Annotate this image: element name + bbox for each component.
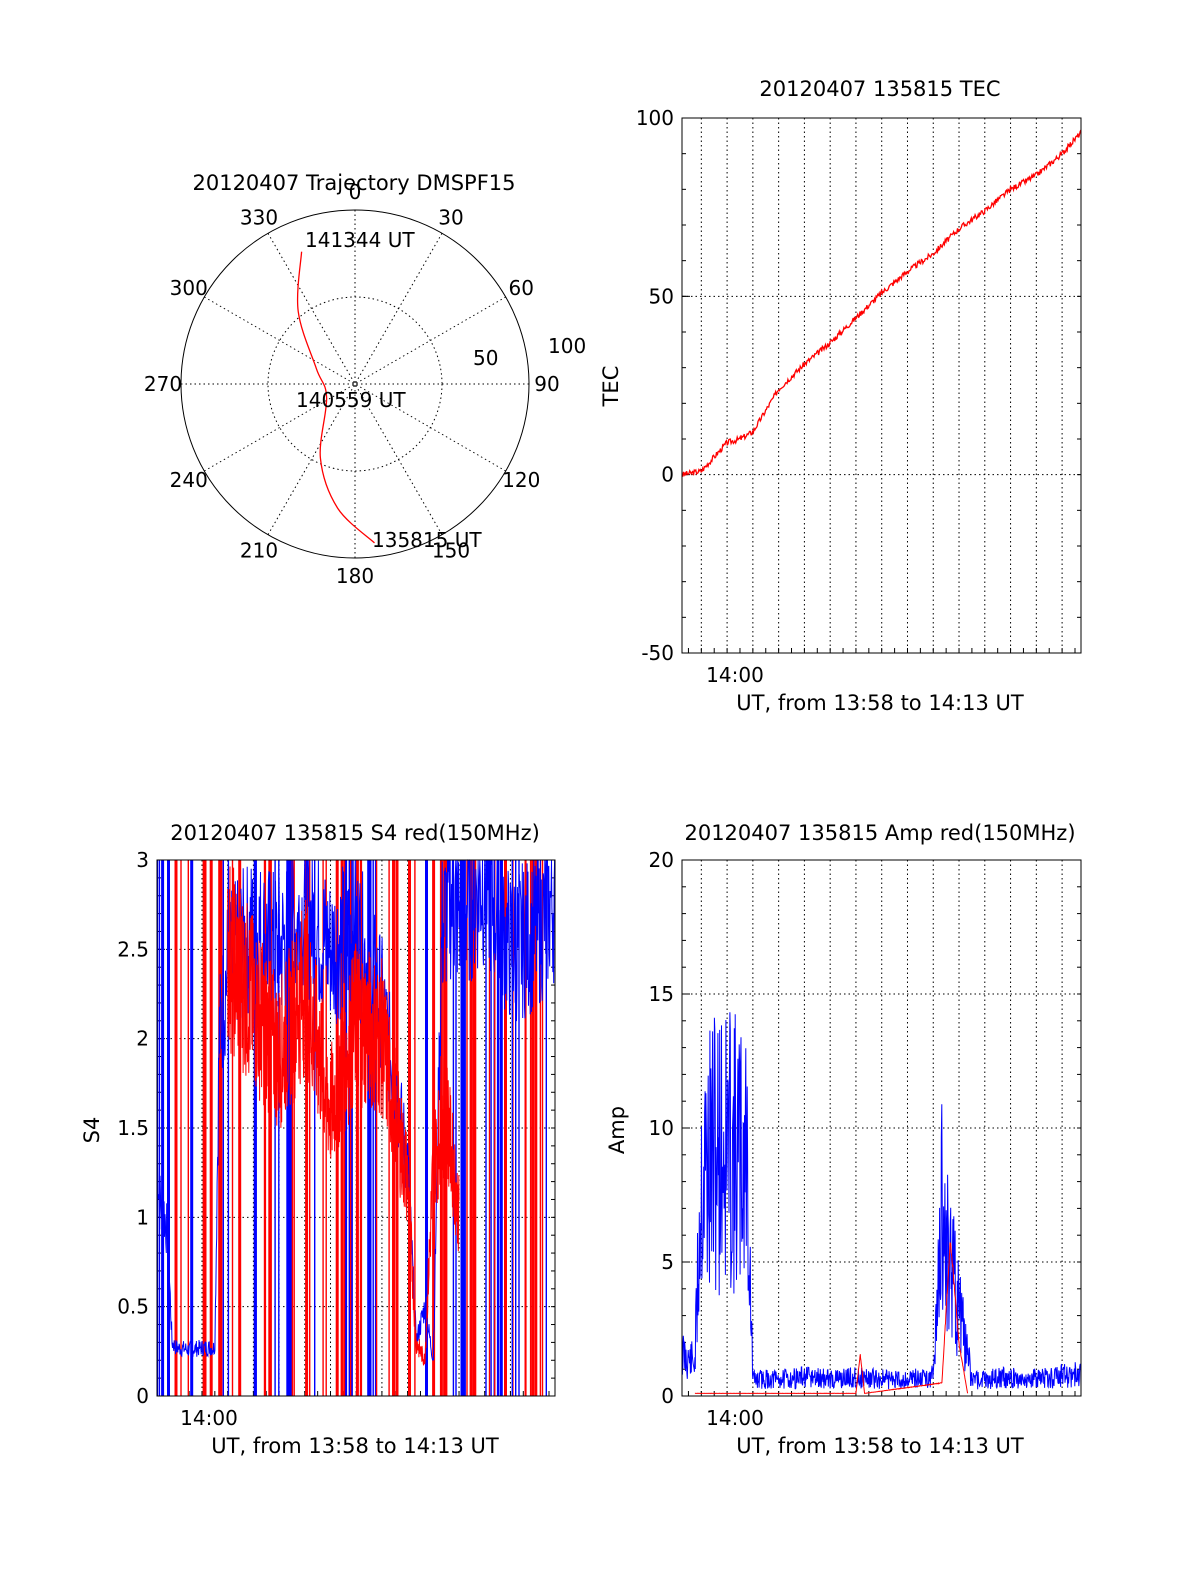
polar-angle-label: 120	[502, 468, 540, 492]
y-tick-label: 1	[136, 1205, 149, 1229]
tec-title: 20120407 135815 TEC	[759, 77, 1000, 101]
y-tick-label: 0.5	[117, 1295, 149, 1319]
polar-angle-label: 150	[432, 538, 470, 562]
amp-y-axis-label: Amp	[605, 1106, 629, 1154]
y-tick-label: 0	[661, 463, 674, 487]
y-tick-label: 15	[649, 982, 674, 1006]
y-tick-label: 3	[136, 848, 149, 872]
series-line	[681, 1012, 1082, 1390]
polar-angle-label: 60	[509, 276, 534, 300]
polar-angle-labels: 0 30 60 90 120 150 180 210 240 270 300 330	[144, 180, 560, 588]
tec-gridlines	[682, 117, 1081, 654]
y-tick-label: 1.5	[117, 1116, 149, 1140]
y-tick-label: 5	[661, 1250, 674, 1274]
s4-x-tick-label: 14:00	[180, 1406, 238, 1430]
s4-title: 20120407 135815 S4 red(150MHz)	[170, 821, 540, 845]
y-tick-label: 10	[649, 1116, 674, 1140]
amp-series	[681, 1012, 1082, 1395]
amp-title: 20120407 135815 Amp red(150MHz)	[684, 821, 1075, 845]
y-tick-label: 50	[649, 284, 674, 308]
trajectory-line	[296, 251, 375, 544]
y-tick-label: 0	[136, 1384, 149, 1408]
tec-y-tick-labels: -50 0 50 100	[636, 106, 674, 665]
polar-spokes	[181, 210, 529, 558]
amp-chart: 20120407 135815 Amp red(150MHz) 0 5 10 15 20…	[605, 821, 1082, 1458]
amp-y-tick-labels: 0 5 10 15 20	[649, 848, 674, 1408]
y-tick-label: 2.5	[117, 937, 149, 961]
polar-angle-label: 0	[349, 180, 362, 204]
polar-radius-label: 50	[473, 346, 498, 370]
s4-y-axis-label: S4	[80, 1117, 104, 1144]
amp-plot-frame	[681, 859, 1082, 1397]
trajectory-end-label: 141344 UT	[305, 228, 415, 252]
y-tick-label: 20	[649, 848, 674, 872]
polar-angle-label: 180	[336, 564, 374, 588]
polar-title: 20120407 Trajectory DMSPF15	[192, 171, 515, 195]
series-line	[681, 129, 1082, 478]
trajectory-mid-label: 140559 UT	[296, 388, 406, 412]
polar-angle-label: 30	[438, 206, 463, 230]
s4-chart: 20120407 135815 S4 red(150MHz) 0 0.5 1 1.5 2…	[80, 821, 556, 1458]
y-tick-label: 2	[136, 1027, 149, 1051]
series-line	[694, 1242, 969, 1395]
polar-outer-ring	[180, 209, 530, 559]
tec-y-axis-label: TEC	[599, 366, 623, 408]
series-line	[227, 866, 460, 1366]
y-tick-label: 100	[636, 106, 674, 130]
amp-x-tick-label: 14:00	[706, 1406, 764, 1430]
trajectory-polar-chart: 20120407 Trajectory DMSPF15 0 30 60 90 120 15…	[144, 171, 586, 588]
y-tick-label: -50	[641, 641, 674, 665]
s4-x-axis-label: UT, from 13:58 to 14:13 UT	[211, 1434, 499, 1458]
s4-y-tick-labels: 0 0.5 1 1.5 2 2.5 3	[117, 848, 149, 1408]
amp-gridlines	[682, 859, 1081, 1397]
tec-x-axis-label: UT, from 13:58 to 14:13 UT	[736, 691, 1024, 715]
tec-series	[681, 129, 1082, 478]
s4-plot-frame	[156, 859, 556, 1397]
polar-angle-label: 300	[170, 276, 208, 300]
y-tick-label: 0	[661, 1384, 674, 1408]
tec-x-tick-label: 14:00	[706, 663, 764, 687]
tec-chart: 20120407 135815 TEC -50 0 50 100 14:00 UT, …	[599, 77, 1082, 715]
polar-angle-label: 210	[240, 538, 278, 562]
trajectory-start-label: 135815 UT	[372, 528, 482, 552]
polar-angle-label: 270	[144, 372, 182, 396]
amp-x-axis-label: UT, from 13:58 to 14:13 UT	[736, 1434, 1024, 1458]
tec-plot-frame	[681, 117, 1082, 654]
polar-angle-label: 90	[534, 372, 559, 396]
polar-angle-label: 330	[240, 206, 278, 230]
polar-angle-label: 240	[170, 468, 208, 492]
polar-radius-label: 100	[548, 334, 586, 358]
s4-series	[156, 859, 556, 1396]
